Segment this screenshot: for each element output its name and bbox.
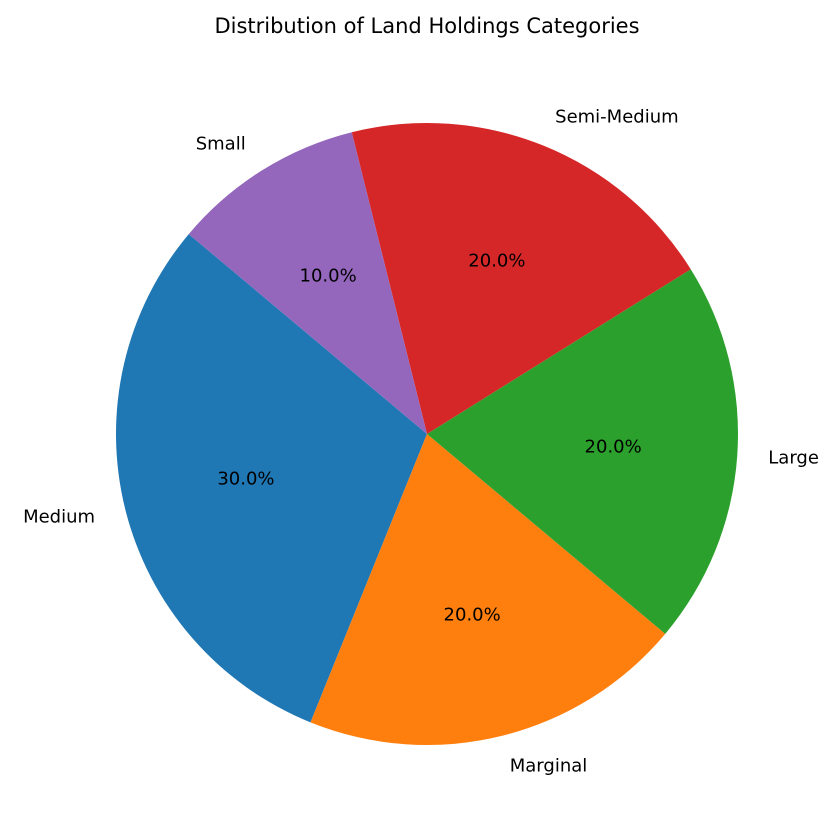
slice-label-marginal: Marginal: [510, 755, 588, 776]
slice-percent-medium: 30.0%: [217, 469, 274, 490]
slice-label-semi-medium: Semi-Medium: [555, 106, 679, 127]
slice-percent-large: 20.0%: [585, 437, 642, 458]
slice-percent-marginal: 20.0%: [444, 605, 501, 626]
slice-percent-small: 10.0%: [300, 265, 357, 286]
pie-slice-large: [427, 269, 738, 634]
pie-slice-semi-medium: [351, 122, 691, 435]
pie-labels: Medium 30.0% Marginal 20.0% Large 20.0% Semi-M…: [23, 106, 819, 776]
pie-slice-marginal: [310, 434, 666, 745]
pie-slice-small: [188, 132, 427, 434]
slice-label-small: Small: [196, 133, 246, 154]
chart-title: Distribution of Land Holdings Categories: [214, 14, 639, 38]
slice-percent-semi-medium: 20.0%: [468, 250, 525, 271]
slice-label-large: Large: [768, 447, 819, 468]
pie-slice-medium: [115, 234, 428, 723]
slice-label-medium: Medium: [23, 506, 95, 527]
pie-slices: [115, 122, 738, 745]
